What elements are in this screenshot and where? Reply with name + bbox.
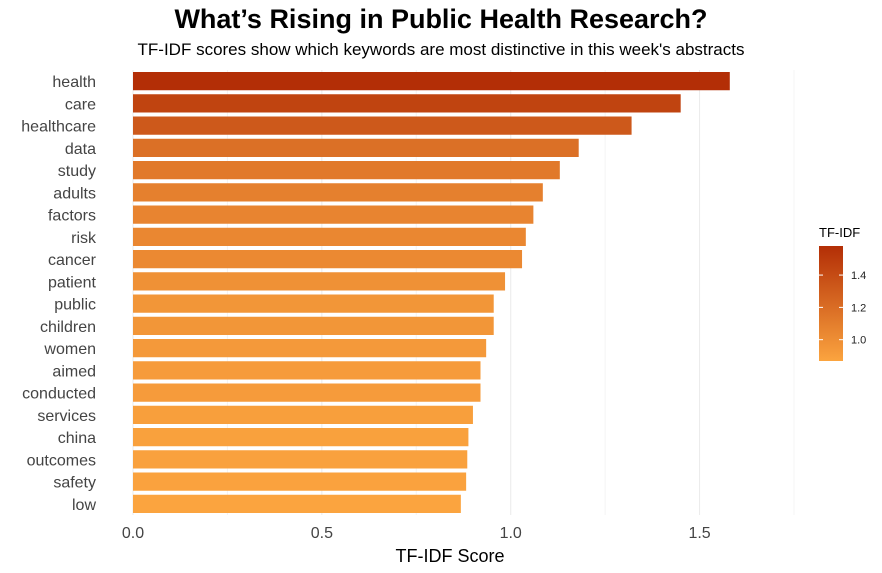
bar-public — [133, 294, 494, 313]
x-tick-label: 0.5 — [311, 525, 333, 542]
bar-services — [133, 405, 473, 424]
legend-tick-label: 1.0 — [851, 335, 866, 347]
x-tick-label: 0.0 — [122, 525, 144, 542]
legend-title: TF-IDF — [819, 225, 860, 240]
category-label-outcomes: outcomes — [27, 452, 96, 469]
category-label-services: services — [37, 408, 96, 425]
bar-women — [133, 339, 487, 358]
legend-tick-label: 1.2 — [851, 302, 866, 314]
bar-study — [133, 161, 560, 180]
category-label-factors: factors — [48, 208, 96, 225]
legend-tick-label: 1.4 — [851, 270, 866, 282]
category-labels: healthcarehealthcaredatastudyadultsfacto… — [21, 74, 97, 514]
category-label-data: data — [65, 141, 96, 158]
x-tick-label: 1.5 — [688, 525, 710, 542]
bar-adults — [133, 183, 543, 202]
bar-cancer — [133, 250, 523, 269]
color-legend: TF-IDF 1.0 1.2 1.4 — [819, 225, 866, 361]
chart-subtitle: TF-IDF scores show which keywords are mo… — [137, 40, 745, 59]
category-label-safety: safety — [53, 475, 96, 492]
category-label-aimed: aimed — [52, 363, 96, 380]
category-label-patient: patient — [48, 274, 97, 291]
bar-conducted — [133, 383, 481, 402]
category-label-adults: adults — [53, 185, 96, 202]
category-label-study: study — [58, 163, 96, 180]
bar-care — [133, 94, 681, 113]
bar-risk — [133, 227, 526, 246]
category-label-children: children — [40, 319, 96, 336]
bars-group — [133, 72, 730, 513]
bar-healthcare — [133, 116, 632, 135]
bar-low — [133, 494, 461, 513]
category-label-healthcare: healthcare — [21, 119, 96, 136]
grid-lines — [132, 70, 795, 515]
category-label-cancer: cancer — [48, 252, 97, 269]
bar-china — [133, 428, 469, 447]
x-axis-title: TF-IDF Score — [395, 546, 504, 566]
bar-health — [133, 72, 730, 91]
bar-factors — [133, 205, 534, 224]
category-label-low: low — [72, 497, 96, 514]
bar-data — [133, 138, 579, 157]
category-label-public: public — [54, 297, 96, 314]
category-label-china: china — [58, 430, 96, 447]
legend-ticks: 1.0 1.2 1.4 — [819, 270, 866, 347]
x-tick-label: 1.0 — [500, 525, 522, 542]
category-label-health: health — [52, 74, 96, 91]
category-label-risk: risk — [71, 230, 97, 247]
category-label-women: women — [43, 341, 96, 358]
x-axis-ticks: 0.0 0.5 1.0 1.5 — [122, 525, 711, 542]
bar-children — [133, 316, 494, 335]
bar-patient — [133, 272, 506, 291]
chart-title: What’s Rising in Public Health Research? — [174, 4, 708, 34]
bar-safety — [133, 472, 467, 491]
bar-outcomes — [133, 450, 468, 469]
category-label-conducted: conducted — [22, 386, 96, 403]
legend-color-bar — [819, 246, 843, 361]
category-label-care: care — [65, 96, 96, 113]
bar-aimed — [133, 361, 481, 380]
